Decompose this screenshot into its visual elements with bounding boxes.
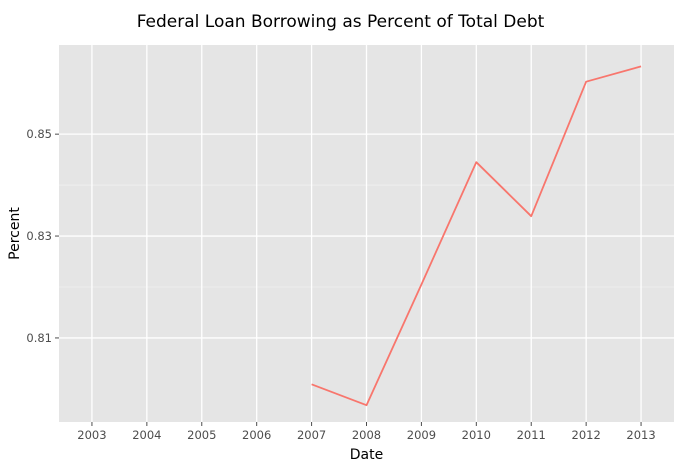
grid-lines	[59, 45, 674, 422]
x-tick-label: 2004	[132, 428, 161, 442]
x-tick-label: 2003	[77, 428, 106, 442]
y-tick-label: 0.83	[26, 229, 52, 243]
y-tick-label: 0.81	[26, 331, 52, 345]
x-tick-label: 2006	[242, 428, 271, 442]
series-line	[311, 65, 642, 407]
y-axis-label: Percent	[7, 207, 23, 260]
y-axis-ticks: 0.81 0.83 0.85	[26, 127, 59, 345]
y-tick-label: 0.85	[26, 127, 52, 141]
series-layer	[311, 65, 642, 407]
x-tick-label: 2013	[626, 428, 655, 442]
chart-title: Federal Loan Borrowing as Percent of Tot…	[137, 12, 545, 32]
x-tick-label: 2012	[572, 428, 601, 442]
x-tick-label: 2008	[352, 428, 381, 442]
x-tick-label: 2011	[517, 428, 546, 442]
x-tick-label: 2005	[187, 428, 216, 442]
x-axis-label: Date	[350, 447, 383, 463]
x-tick-label: 2007	[297, 428, 326, 442]
x-tick-label: 2010	[462, 428, 491, 442]
x-axis-ticks: 2003 2004 2005 2006 2007 2008 2009 2010 2011 2012…	[77, 422, 656, 442]
x-tick-label: 2009	[407, 428, 436, 442]
